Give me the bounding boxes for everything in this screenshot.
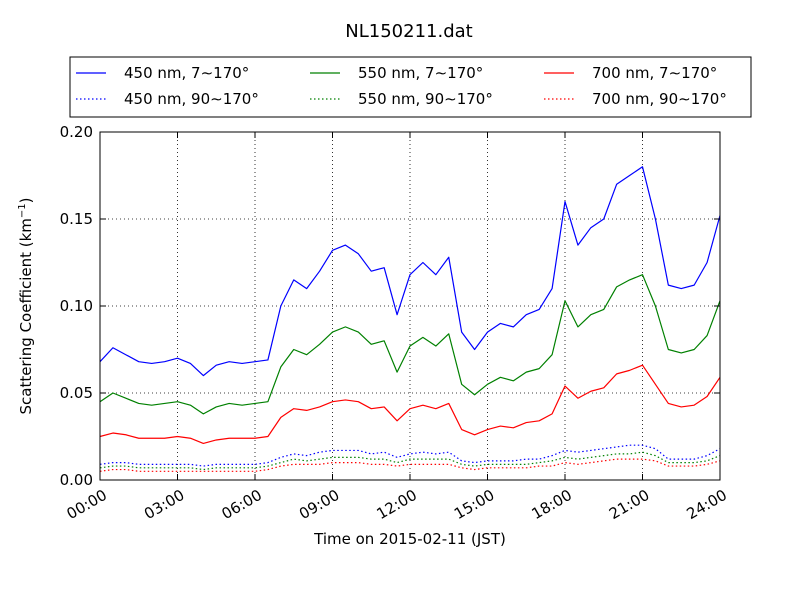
series-line-0 [99,166,721,377]
y-tick-label: 0.05 [60,384,93,402]
legend-label-2: 700 nm, 7∼170° [592,64,717,82]
legend: 450 nm, 7∼170° 550 nm, 7∼170° 700 nm, 7∼17… [69,56,752,118]
y-axis-label-end: ) [17,197,35,203]
legend-label-3: 450 nm, 90∼170° [124,90,259,108]
chart-title: NL150211.dat [345,21,472,42]
x-tick-label: 18:00 [529,486,575,523]
x-tick-label: 06:00 [219,486,265,523]
y-tick-label: 0.10 [60,297,93,315]
y-tick-label: 0.20 [60,123,93,141]
x-tick-label: 15:00 [451,486,497,523]
series-line-1 [99,274,721,415]
legend-frame [69,56,752,118]
y-axis-label-main: Scattering Coefficient (km [17,218,35,414]
x-axis-label: Time on 2015-02-11 (JST) [313,530,506,548]
x-tick-label: 21:00 [606,486,652,523]
x-tick-label: 09:00 [296,486,342,523]
x-tick-label: 24:00 [684,486,730,523]
grid [99,131,721,481]
legend-label-0: 450 nm, 7∼170° [124,64,249,82]
x-axis-ticks: 00:00 03:00 06:00 09:00 12:00 15:00 18:00 21:00… [64,132,730,523]
legend-label-5: 700 nm, 90∼170° [592,90,727,108]
x-tick-label: 00:00 [64,486,110,523]
y-axis-label: Scattering Coefficient (km−1) [17,197,35,414]
y-tick-label: 0.00 [60,471,93,489]
y-axis-ticks: 0.00 0.05 0.10 0.15 0.20 [60,123,720,489]
y-axis-label-superscript: −1 [17,203,28,218]
series-group [99,166,721,472]
x-tick-label: 03:00 [141,486,187,523]
series-line-2 [99,364,721,445]
y-tick-label: 0.15 [60,210,93,228]
x-tick-label: 12:00 [374,486,420,523]
series-line-4 [99,451,721,471]
legend-label-4: 550 nm, 90∼170° [358,90,493,108]
legend-label-1: 550 nm, 7∼170° [358,64,483,82]
